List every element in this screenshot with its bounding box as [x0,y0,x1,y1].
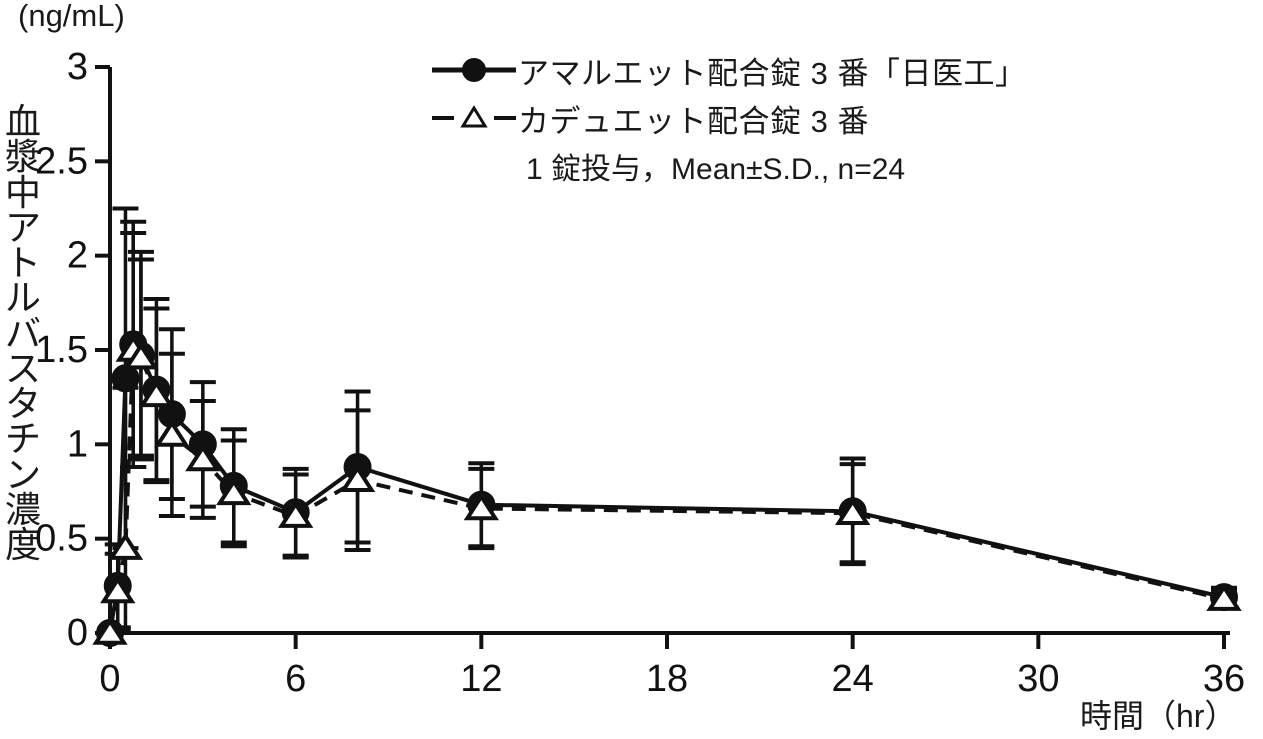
data-point-marker-filled-circle [1210,583,1238,612]
data-point-marker-filled-circle [111,364,140,393]
error-bar [344,408,371,552]
error-bar [468,466,495,551]
y-axis-unit-label: (ng/mL) [18,0,125,33]
data-point-marker-open-triangle [339,464,376,492]
error-bar [120,219,147,469]
data-point-marker-open-triangle [463,492,500,521]
x-axis-tick-label: 18 [646,658,688,700]
error-bar [220,438,247,549]
data-point-marker-filled-circle [142,375,171,404]
data-point-marker-filled-circle [343,452,372,481]
y-axis-tick-label: 0 [67,612,88,654]
chart-legend: アマルエット配合錠 3 番「日医工」 カデュエット配合錠 3 番 1 錠投与，M… [430,46,1250,190]
data-point-marker-filled-circle [157,400,186,429]
y-axis-title: 血漿中アトルバスタチン濃度 [4,101,41,566]
y-axis-tick-label: 1 [67,423,88,465]
error-bar [97,627,123,635]
series-line [108,345,1225,634]
error-bar [127,249,154,462]
error-bar [189,380,216,509]
legend-marker-filled-circle-icon [430,55,518,85]
data-point-marker-open-triangle [92,617,128,645]
data-point-marker-filled-circle [126,341,155,370]
series-lines-layer [108,339,1225,634]
error-bar [468,461,495,549]
data-point-marker-open-triangle [1206,583,1242,611]
data-point-marker-open-triangle [138,379,175,408]
error-bar [158,327,185,502]
data-point-marker-filled-circle [281,498,310,527]
data-point-marker-filled-circle [467,490,496,519]
errorbar-layer [97,206,1237,635]
error-bar [97,627,123,635]
data-point-marker-open-triangle [123,341,159,370]
data-point-marker-filled-circle [96,619,124,647]
legend-entry-series2: カデュエット配合錠 3 番 [430,94,1250,142]
data-point-marker-open-triangle [834,497,871,525]
error-bar [282,466,309,558]
legend-marker-open-triangle-icon [430,103,518,133]
data-point-marker-filled-circle [838,497,867,526]
series-markers-layer [92,330,1242,647]
error-bar [220,427,247,545]
legend-label-series2: カデュエット配合錠 3 番 [518,103,869,139]
x-axis-tick-label: 30 [1017,658,1059,700]
data-point-marker-open-triangle [216,477,252,506]
data-point-marker-open-triangle [154,419,190,447]
error-bar [127,257,154,458]
error-bar [143,297,170,483]
legend-note-row: 1 錠投与，Mean±S.D., n=24 [430,142,1250,190]
error-bar [158,351,185,519]
legend-note: 1 錠投与，Mean±S.D., n=24 [526,153,906,186]
error-bar [1211,587,1237,611]
x-axis-tick-label: 12 [460,658,502,700]
error-bar [282,472,309,560]
data-point-marker-open-triangle [107,532,144,560]
data-point-marker-open-triangle [100,575,136,604]
legend-entry-series1: アマルエット配合錠 3 番「日医工」 [430,46,1250,94]
x-axis-tick-label: 0 [99,658,120,700]
y-axis-tick-label: 2 [67,235,88,277]
data-point-marker-filled-circle [188,430,217,459]
error-bar [344,389,371,545]
data-point-marker-open-triangle [185,443,221,472]
error-bar [143,306,170,485]
data-point-marker-open-triangle [277,500,314,528]
series-line [108,339,1225,634]
error-bar [112,206,139,551]
error-bar [104,542,131,630]
error-bar [120,231,147,469]
data-point-marker-open-triangle [115,334,151,362]
legend-label-series1: アマルエット配合錠 3 番「日医工」 [518,55,1027,91]
x-axis-tick-label: 24 [832,658,874,700]
data-point-marker-filled-circle [219,471,248,500]
x-axis-tick-label: 6 [285,658,306,700]
x-axis-title: 時間（hr） [1080,698,1237,734]
y-axis-tick-label: 3 [67,46,88,88]
error-bar [1211,585,1237,609]
error-bar [839,462,866,565]
error-bar [112,385,139,635]
error-bar [189,398,216,520]
error-bar [839,456,866,567]
data-point-marker-filled-circle [119,330,148,359]
data-point-marker-filled-circle [103,571,132,600]
error-bar [104,551,131,632]
